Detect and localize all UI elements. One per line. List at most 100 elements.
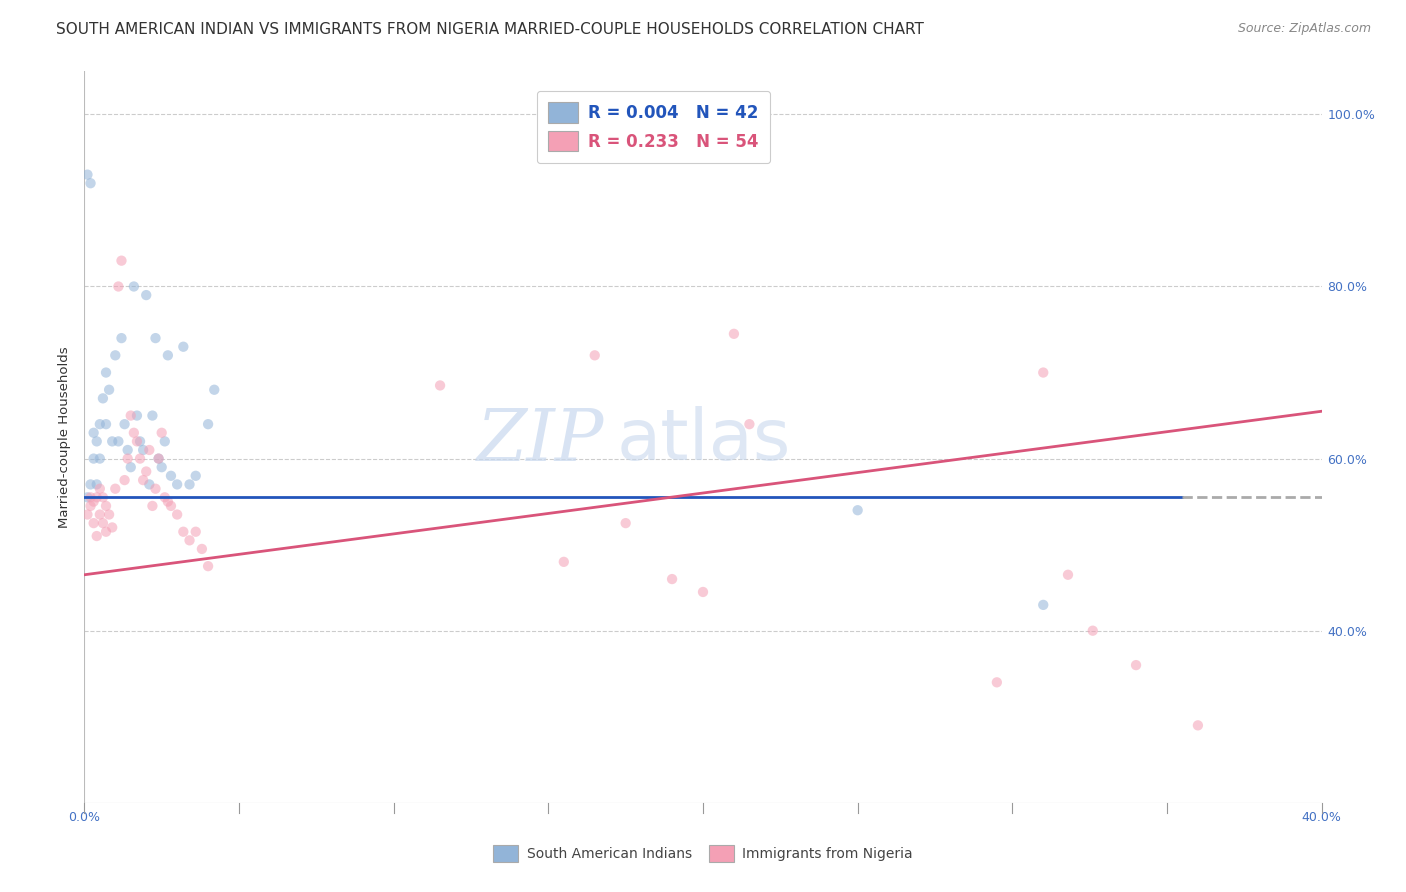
Point (145, 331, 167, 345)
Point (114, 417, 136, 432)
Point (129, 434, 152, 449)
Point (135, 465, 157, 479)
Point (94, 417, 117, 432)
Point (120, 409, 142, 423)
Point (156, 494, 179, 508)
Point (114, 473, 136, 487)
Point (94, 366, 117, 380)
Point (122, 279, 145, 293)
Point (738, 417, 761, 432)
Point (94, 499, 117, 513)
Point (166, 508, 188, 522)
Y-axis label: Married-couple Households: Married-couple Households (58, 346, 72, 528)
Point (141, 499, 163, 513)
Point (148, 451, 170, 466)
Point (1057, 567, 1080, 582)
Point (91, 516, 114, 530)
Point (91, 491, 114, 505)
Point (117, 442, 139, 457)
Point (145, 482, 167, 496)
Point (86, 477, 108, 491)
Point (86, 434, 108, 449)
Text: Source: ZipAtlas.com: Source: ZipAtlas.com (1237, 22, 1371, 36)
Point (1032, 598, 1054, 612)
Point (197, 417, 219, 432)
Point (661, 572, 683, 586)
Point (153, 491, 176, 505)
Point (89, 451, 111, 466)
Text: SOUTH AMERICAN INDIAN VS IMMIGRANTS FROM NIGERIA MARRIED-COUPLE HOUSEHOLDS CORRE: SOUTH AMERICAN INDIAN VS IMMIGRANTS FROM… (56, 22, 924, 37)
Point (1187, 718, 1209, 732)
Point (179, 477, 201, 491)
Point (156, 348, 179, 362)
Point (83, 425, 105, 440)
Point (89, 417, 111, 432)
Point (135, 288, 157, 302)
Point (141, 409, 163, 423)
Point (79, 176, 101, 190)
Point (110, 331, 132, 345)
Point (101, 520, 124, 534)
Point (86, 491, 108, 505)
Point (986, 675, 1008, 690)
Point (191, 541, 214, 556)
Point (1125, 658, 1147, 673)
Point (104, 482, 127, 496)
Point (79, 491, 101, 505)
Point (125, 434, 148, 449)
Point (125, 409, 148, 423)
Point (83, 451, 105, 466)
Legend: South American Indians, Immigrants from Nigeria: South American Indians, Immigrants from … (486, 838, 920, 869)
Point (553, 555, 575, 569)
Point (150, 425, 173, 440)
Point (166, 477, 188, 491)
Point (150, 460, 173, 475)
Point (614, 516, 637, 530)
Point (120, 460, 142, 475)
Point (89, 482, 111, 496)
Point (76, 168, 98, 182)
Point (172, 524, 194, 539)
Point (91, 392, 114, 406)
Point (104, 348, 127, 362)
Point (117, 451, 139, 466)
Point (429, 378, 451, 392)
Point (202, 383, 225, 397)
Point (89, 508, 111, 522)
Point (138, 442, 160, 457)
Point (107, 434, 129, 449)
Point (172, 340, 194, 354)
Point (76, 491, 98, 505)
Point (122, 425, 145, 440)
Point (79, 499, 101, 513)
Point (1081, 624, 1104, 638)
Point (138, 477, 160, 491)
Point (86, 529, 108, 543)
Point (94, 524, 117, 539)
Point (160, 468, 183, 483)
Point (583, 348, 606, 362)
Point (846, 503, 869, 517)
Point (83, 494, 105, 508)
Point (110, 253, 132, 268)
Point (98, 383, 121, 397)
Point (160, 499, 183, 513)
Point (184, 524, 207, 539)
Point (129, 451, 152, 466)
Point (107, 279, 129, 293)
Text: atlas: atlas (616, 406, 790, 475)
Point (148, 451, 170, 466)
Point (184, 468, 207, 483)
Point (179, 533, 201, 548)
Point (132, 442, 155, 457)
Point (132, 473, 155, 487)
Point (83, 516, 105, 530)
Point (1032, 366, 1054, 380)
Point (723, 326, 745, 341)
Point (197, 559, 219, 574)
Point (79, 477, 101, 491)
Point (101, 434, 124, 449)
Point (98, 508, 121, 522)
Text: ZIP: ZIP (477, 406, 605, 476)
Point (153, 434, 176, 449)
